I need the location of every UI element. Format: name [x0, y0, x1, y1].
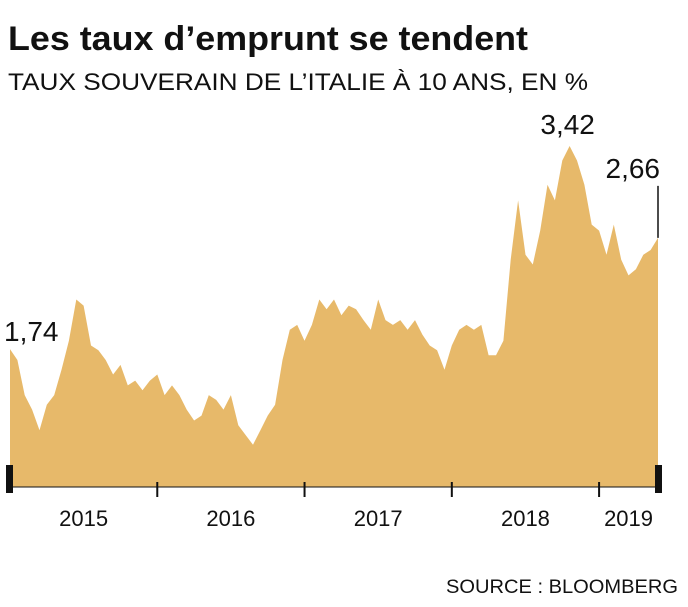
chart-title: Les taux d’emprunt se tendent — [8, 20, 528, 58]
axis-end — [655, 465, 662, 493]
x-tick-label: 2015 — [59, 506, 108, 531]
axis-end — [6, 465, 13, 493]
x-tick-label: 2018 — [501, 506, 550, 531]
x-tick-label: 2019 — [604, 506, 653, 531]
source: SOURCE : BLOOMBERG — [446, 577, 678, 598]
data-label: 2,66 — [606, 153, 661, 184]
area — [10, 146, 658, 487]
data-label: 1,74 — [4, 316, 59, 347]
data-label: 3,42 — [540, 109, 595, 140]
x-tick-label: 2017 — [354, 506, 403, 531]
x-tick-label: 2016 — [206, 506, 255, 531]
chart-subtitle: TAUX SOUVERAIN DE L’ITALIE À 10 ANS, EN … — [8, 69, 588, 96]
